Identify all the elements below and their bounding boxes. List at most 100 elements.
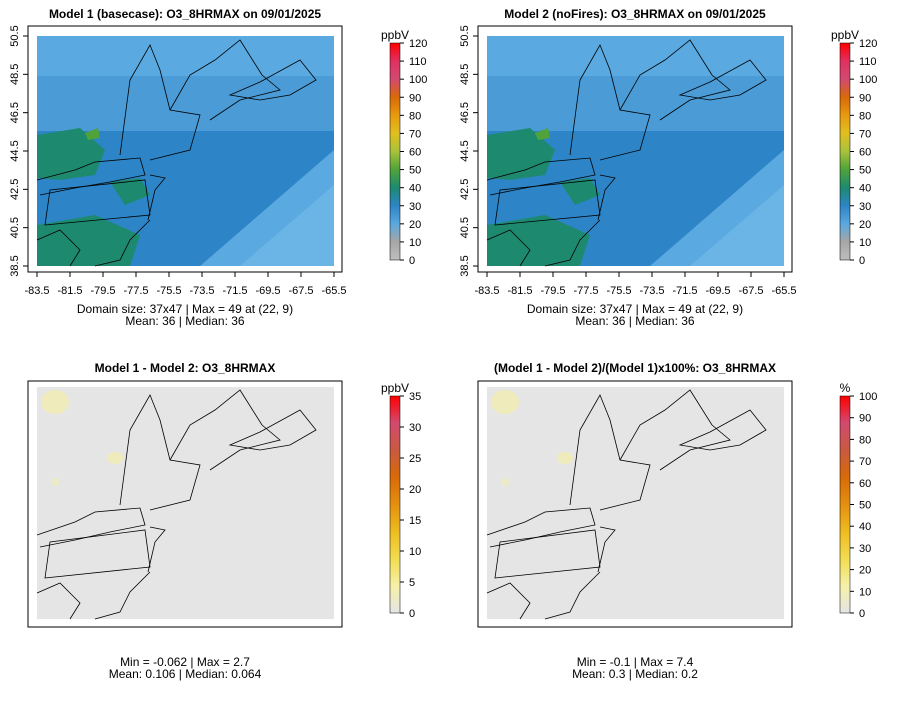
colorbar-tick-label: 20 bbox=[409, 484, 421, 496]
panel-percent-difference: (Model 1 - Model 2)/(Model 1)x100%: O3_8… bbox=[477, 361, 877, 681]
colorbar-ticks: 0 5 10 15 20 25 30 35 bbox=[400, 391, 421, 620]
state-maine bbox=[619, 39, 731, 121]
state-new-england bbox=[119, 44, 201, 161]
colorbar-tick-label: 70 bbox=[859, 128, 871, 140]
x-tick-label: -81.5 bbox=[57, 285, 82, 297]
state-new-jersey bbox=[597, 174, 616, 221]
x-tick-label: -67.5 bbox=[288, 285, 313, 297]
heatmap-high-great-lakes bbox=[487, 128, 555, 180]
colorbar-unit: % bbox=[840, 381, 851, 395]
x-axis: -83.5 -81.5 -79.5 -77.5 -75.5 -73.5 -71.5 -69.5… bbox=[24, 271, 347, 297]
panel-title: Model 1 - Model 2: O3_8HRMAX bbox=[95, 361, 276, 375]
caption-line2: Mean: 36 | Median: 36 bbox=[575, 314, 695, 328]
colorbar-tick-label: 100 bbox=[859, 391, 877, 403]
heatmap-southeast-ocean-edge bbox=[690, 185, 784, 266]
nova-scotia bbox=[678, 409, 767, 451]
colorbar-unit: ppbV bbox=[381, 28, 409, 42]
colorbar-tick-label: 100 bbox=[409, 74, 427, 86]
x-tick-label: -71.5 bbox=[672, 285, 697, 297]
state-new-jersey bbox=[147, 174, 166, 221]
great-lakes-shore bbox=[486, 507, 596, 548]
map-boundaries bbox=[486, 39, 767, 267]
state-new-england bbox=[569, 394, 651, 511]
colorbar-tick-label: 0 bbox=[859, 255, 865, 267]
panel-title: Model 1 (basecase): O3_8HRMAX on 09/01/2… bbox=[49, 7, 321, 21]
colorbar-tick-label: 50 bbox=[409, 165, 421, 177]
state-maine bbox=[169, 39, 281, 121]
colorbar-tick-label: 80 bbox=[859, 434, 871, 446]
caption-line2: Mean: 36 | Median: 36 bbox=[125, 314, 245, 328]
panel-title: Model 2 (noFires): O3_8HRMAX on 09/01/20… bbox=[504, 7, 766, 21]
colorbar-tick-label: 110 bbox=[859, 56, 877, 68]
x-tick-label: -83.5 bbox=[474, 285, 499, 297]
y-tick-label: 50.5 bbox=[459, 25, 471, 46]
colorbar-tick-label: 70 bbox=[409, 128, 421, 140]
y-tick-label: 40.5 bbox=[9, 217, 21, 238]
chesapeake-coast bbox=[544, 219, 601, 267]
colorbar-tick-label: 10 bbox=[859, 586, 871, 598]
colorbar-tick-label: 40 bbox=[859, 183, 871, 195]
x-tick-label: -77.5 bbox=[573, 285, 598, 297]
x-tick-label: -79.5 bbox=[540, 285, 565, 297]
x-tick-label: -69.5 bbox=[255, 285, 280, 297]
colorbar-tick-label: 30 bbox=[409, 201, 421, 213]
colorbar-tick-label: 15 bbox=[409, 515, 421, 527]
panel-difference: Model 1 - Model 2: O3_8HRMAX Min = -0.06… bbox=[27, 361, 421, 681]
heatmap-southeast-ocean-edge bbox=[240, 185, 334, 266]
state-virginia bbox=[486, 229, 531, 267]
colorbar-tick-label: 20 bbox=[859, 219, 871, 231]
x-axis: -83.5 -81.5 -79.5 -77.5 -75.5 -73.5 -71.5 -69.5… bbox=[474, 271, 797, 297]
heatmap-field bbox=[487, 387, 784, 619]
heatmap-hotspot bbox=[107, 452, 123, 464]
colorbar-ticks: 0 10 20 30 40 50 60 70 80 90 100 bbox=[850, 391, 877, 620]
colorbar-tick-label: 20 bbox=[409, 219, 421, 231]
caption-line1: Domain size: 37x47 | Max = 49 at (22, 9) bbox=[527, 302, 743, 316]
y-tick-label: 50.5 bbox=[9, 25, 21, 46]
colorbar-tick-label: 40 bbox=[859, 521, 871, 533]
state-maine bbox=[169, 389, 281, 471]
y-tick-label: 44.5 bbox=[9, 140, 21, 161]
heatmap-base bbox=[487, 387, 784, 619]
map-boundaries bbox=[36, 39, 317, 267]
chesapeake-coast bbox=[544, 571, 601, 620]
colorbar-tick-label: 10 bbox=[859, 237, 871, 249]
map-boundaries bbox=[36, 389, 317, 620]
state-new-jersey bbox=[147, 526, 166, 573]
colorbar-tick-label: 90 bbox=[859, 413, 871, 425]
y-tick-label: 46.5 bbox=[9, 102, 21, 123]
caption-line1: Min = -0.1 | Max = 7.4 bbox=[577, 655, 694, 669]
panel-title: (Model 1 - Model 2)/(Model 1)x100%: O3_8… bbox=[494, 361, 776, 375]
y-tick-label: 48.5 bbox=[459, 64, 471, 85]
colorbar-tick-label: 90 bbox=[409, 92, 421, 104]
y-tick-label: 42.5 bbox=[459, 179, 471, 200]
colorbar-tick-label: 40 bbox=[409, 183, 421, 195]
heatmap-north-edge bbox=[37, 36, 334, 76]
heatmap-high-pennsylvania bbox=[560, 178, 600, 205]
y-tick-label: 48.5 bbox=[9, 64, 21, 85]
colorbar-unit: ppbV bbox=[381, 381, 409, 395]
colorbar-tick-label: 25 bbox=[409, 453, 421, 465]
colorbar-tick-label: 10 bbox=[409, 546, 421, 558]
x-ticks: -83.5 -81.5 -79.5 -77.5 -75.5 -73.5 -71.5 -69.5… bbox=[474, 272, 797, 297]
colorbar-tick-label: 70 bbox=[859, 456, 871, 468]
colorbar-tick-label: 50 bbox=[859, 165, 871, 177]
colorbar-tick-label: 60 bbox=[859, 147, 871, 159]
y-axis: 38.5 40.5 42.5 44.5 46.5 48.5 50.5 bbox=[9, 25, 29, 277]
colorbar-ticks: 0 10 20 30 40 50 60 70 80 90 100 110 120 bbox=[400, 38, 427, 267]
x-tick-label: -65.5 bbox=[771, 285, 796, 297]
y-tick-label: 40.5 bbox=[459, 217, 471, 238]
colorbar-tick-label: 30 bbox=[409, 422, 421, 434]
panel-model1: Model 1 (basecase): O3_8HRMAX on 09/01/2… bbox=[9, 7, 427, 328]
state-new-england bbox=[119, 394, 201, 511]
state-maine bbox=[619, 389, 731, 471]
colorbar-unit: ppbV bbox=[831, 28, 859, 42]
x-tick-label: -67.5 bbox=[738, 285, 763, 297]
colorbar-tick-label: 80 bbox=[409, 110, 421, 122]
heatmap-field bbox=[37, 387, 334, 619]
y-ticks: 38.5 40.5 42.5 44.5 46.5 48.5 50.5 bbox=[9, 25, 28, 277]
state-new-jersey bbox=[597, 526, 616, 573]
state-new-england bbox=[569, 44, 651, 161]
colorbar-tick-label: 30 bbox=[859, 543, 871, 555]
y-axis: 38.5 40.5 42.5 44.5 46.5 48.5 50.5 bbox=[459, 25, 479, 277]
colorbar-ticks: 0 10 20 30 40 50 60 70 80 90 100 110 120 bbox=[850, 38, 877, 267]
